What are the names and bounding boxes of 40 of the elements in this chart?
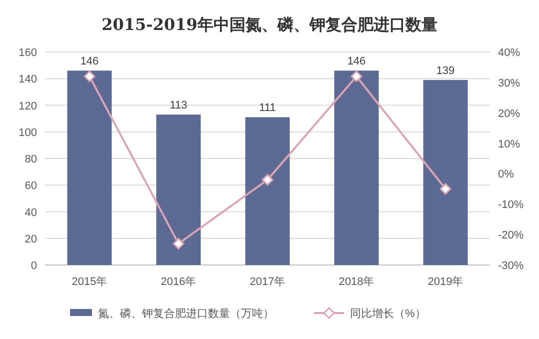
data-label: 146	[80, 56, 99, 68]
y2-tick-label: 10%	[498, 138, 520, 150]
y-tick-label: 80	[24, 154, 37, 166]
x-tick-label: 2017年	[250, 276, 286, 288]
x-tick-label: 2018年	[338, 276, 374, 288]
x-tick-label: 2015年	[72, 276, 108, 288]
x-tick-label: 2019年	[428, 276, 464, 288]
bar	[156, 114, 201, 265]
y-tick-label: 20	[24, 233, 37, 246]
y2-tick-label: 40%	[498, 47, 520, 59]
y-tick-label: 120	[18, 100, 37, 112]
data-label: 139	[436, 64, 455, 77]
point	[440, 183, 452, 195]
y2-tick-label: 30%	[498, 77, 520, 90]
y2-tick-label: -30%	[498, 260, 524, 272]
bar	[67, 70, 112, 265]
y-tick-label: 0	[30, 260, 37, 272]
bar	[334, 70, 379, 265]
data-label: 113	[170, 100, 188, 112]
point	[262, 174, 274, 186]
y2-tick-label: 20%	[498, 108, 520, 120]
chart-title: 2015-2019年中国氮、磷、钾复合肥进口数量	[102, 15, 438, 34]
data-label: 146	[347, 56, 366, 68]
y2-tick-label: -20%	[498, 230, 524, 242]
y-tick-label: 40	[24, 206, 37, 219]
x-tick-label: 2016年	[160, 276, 196, 288]
y-tick-label: 100	[18, 126, 37, 139]
y-tick-label: 160	[18, 47, 37, 59]
y2-tick-label: -10%	[498, 199, 524, 212]
bar	[245, 117, 290, 265]
legend-label: 同比增长（%）	[350, 307, 426, 320]
point	[172, 238, 184, 250]
legend-label: 氮、磷、钾复合肥进口数量（万吨）	[98, 307, 274, 320]
point	[84, 70, 96, 82]
data-label: 111	[259, 102, 276, 114]
y-tick-label: 140	[18, 74, 37, 86]
point	[350, 70, 362, 82]
y-tick-label: 60	[24, 180, 37, 192]
y2-tick-label: 0%	[498, 168, 514, 181]
bar	[423, 80, 468, 265]
